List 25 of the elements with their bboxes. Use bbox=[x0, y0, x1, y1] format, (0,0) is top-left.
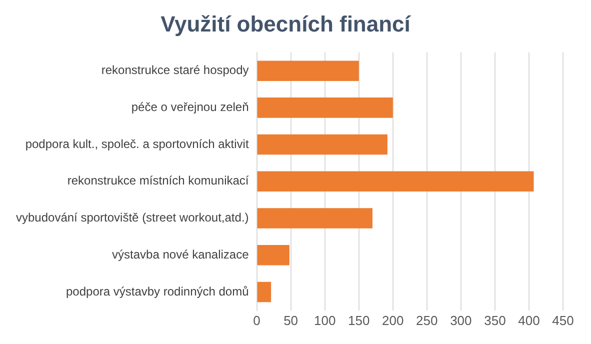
chart-title: Využití obecních financí bbox=[160, 11, 412, 36]
y-tick-label: podpora výstavby rodinných domů bbox=[66, 284, 249, 298]
y-tick-label: péče o veřejnou zeleň bbox=[131, 100, 249, 114]
bar bbox=[257, 60, 359, 81]
x-tick-label: 400 bbox=[518, 312, 540, 328]
x-tick-label: 150 bbox=[348, 312, 370, 328]
x-tick-label: 200 bbox=[382, 312, 404, 328]
bar bbox=[257, 244, 290, 266]
bar bbox=[257, 171, 534, 192]
x-tick-label: 250 bbox=[416, 312, 438, 328]
y-tick-label: rekonstrukce staré hospody bbox=[101, 63, 249, 78]
y-tick-label: podpora kult., společ. a sportovních aktivit bbox=[25, 136, 250, 151]
y-tick-label: výstavba nové kanalizace bbox=[112, 247, 250, 262]
y-tick-label: vybudování sportoviště (street workout,atd.) bbox=[16, 210, 249, 225]
y-tick-label: rekonstrukce místních komunikací bbox=[67, 174, 250, 188]
bar bbox=[257, 208, 372, 228]
x-tick-label: 300 bbox=[450, 312, 472, 328]
bar bbox=[257, 282, 272, 302]
x-tick-label: 0 bbox=[253, 312, 260, 328]
bar bbox=[257, 134, 388, 155]
x-tick-label: 450 bbox=[552, 312, 574, 328]
x-tick-label: 50 bbox=[284, 312, 298, 328]
x-tick-label: 100 bbox=[314, 312, 336, 328]
x-tick-label: 350 bbox=[484, 312, 506, 328]
bar bbox=[257, 98, 393, 118]
